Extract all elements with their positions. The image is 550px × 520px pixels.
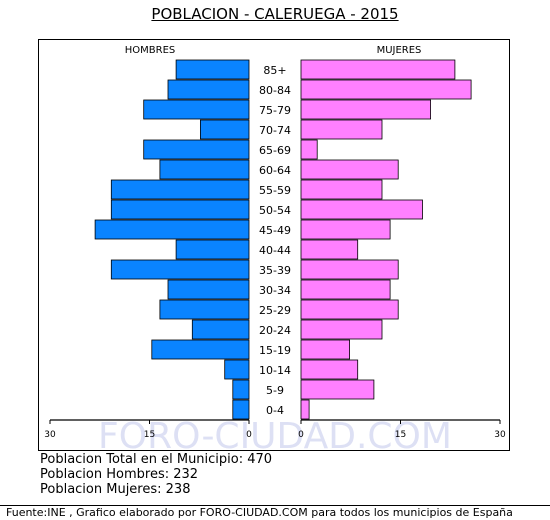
bar-men-40-44 xyxy=(175,239,250,260)
bar-men-65-69 xyxy=(143,139,250,160)
series-label-men: HOMBRES xyxy=(125,45,176,56)
bar-women-40-44 xyxy=(300,239,359,260)
bar-men-85+ xyxy=(175,59,250,80)
bar-men-20-24 xyxy=(191,319,250,340)
bar-women-35-39 xyxy=(300,259,399,280)
bar-men-45-49 xyxy=(94,219,250,240)
bar-men-60-64 xyxy=(159,159,250,180)
age-label-20-24: 20-24 xyxy=(259,324,291,337)
age-label-80-84: 80-84 xyxy=(259,84,291,97)
age-label-10-14: 10-14 xyxy=(259,364,291,377)
bar-men-80-84 xyxy=(167,79,250,100)
age-label-75-79: 75-79 xyxy=(259,104,291,117)
age-label-65-69: 65-69 xyxy=(259,144,291,157)
bar-men-30-34 xyxy=(167,279,250,300)
bar-women-65-69 xyxy=(300,139,318,160)
bar-women-15-19 xyxy=(300,339,350,360)
bar-men-25-29 xyxy=(159,299,250,320)
bar-women-85+ xyxy=(300,59,456,80)
age-label-0-4: 0-4 xyxy=(266,404,284,417)
age-label-15-19: 15-19 xyxy=(259,344,291,357)
bar-men-10-14 xyxy=(224,359,250,380)
bar-women-55-59 xyxy=(300,179,383,200)
bar-women-0-4 xyxy=(300,399,310,420)
age-label-85+: 85+ xyxy=(263,64,286,77)
age-label-25-29: 25-29 xyxy=(259,304,291,317)
series-label-women: MUJERES xyxy=(377,45,422,56)
watermark: FORO-CIUDAD.COM xyxy=(98,416,452,457)
age-label-40-44: 40-44 xyxy=(259,244,291,257)
bar-women-60-64 xyxy=(300,159,399,180)
age-label-35-39: 35-39 xyxy=(259,264,291,277)
population-women: Poblacion Mujeres: 238 xyxy=(40,482,191,497)
source-footer: Fuente:INE , Grafico elaborado por FORO-… xyxy=(0,505,550,519)
bar-men-75-79 xyxy=(143,99,250,120)
bar-women-30-34 xyxy=(300,279,391,300)
bar-men-5-9 xyxy=(232,379,250,400)
bar-women-5-9 xyxy=(300,379,375,400)
chart-title: POBLACION - CALERUEGA - 2015 xyxy=(0,5,550,23)
age-label-30-34: 30-34 xyxy=(259,284,291,297)
bar-men-0-4 xyxy=(232,399,250,420)
age-label-5-9: 5-9 xyxy=(266,384,284,397)
tick-label-women-1: 15 xyxy=(395,430,406,440)
bar-men-55-59 xyxy=(110,179,250,200)
age-label-50-54: 50-54 xyxy=(259,204,291,217)
age-label-55-59: 55-59 xyxy=(259,184,291,197)
bar-men-70-74 xyxy=(199,119,250,140)
chart-title-text: POBLACION - CALERUEGA - 2015 xyxy=(151,5,399,23)
chart-frame xyxy=(38,39,510,451)
bar-women-25-29 xyxy=(300,299,399,320)
population-summary: Poblacion Total en el Municipio: 470 Pob… xyxy=(40,452,272,497)
age-label-60-64: 60-64 xyxy=(259,164,291,177)
bar-women-20-24 xyxy=(300,319,383,340)
bar-men-15-19 xyxy=(151,339,250,360)
bar-women-70-74 xyxy=(300,119,383,140)
bar-women-10-14 xyxy=(300,359,359,380)
bar-men-50-54 xyxy=(110,199,250,220)
tick-label-men-0: 30 xyxy=(44,430,56,440)
tick-label-women-0: 0 xyxy=(298,430,304,440)
bar-women-75-79 xyxy=(300,99,432,120)
tick-label-women-2: 30 xyxy=(494,430,506,440)
bar-men-35-39 xyxy=(110,259,250,280)
tick-label-men-2: 0 xyxy=(246,430,252,440)
population-men: Poblacion Hombres: 232 xyxy=(40,467,199,482)
population-total: Poblacion Total en el Municipio: 470 xyxy=(40,452,273,467)
age-label-70-74: 70-74 xyxy=(259,124,291,137)
bar-women-50-54 xyxy=(300,199,423,220)
tick-label-men-1: 15 xyxy=(144,430,155,440)
bar-women-80-84 xyxy=(300,79,472,100)
bar-women-45-49 xyxy=(300,219,391,240)
age-label-45-49: 45-49 xyxy=(259,224,291,237)
